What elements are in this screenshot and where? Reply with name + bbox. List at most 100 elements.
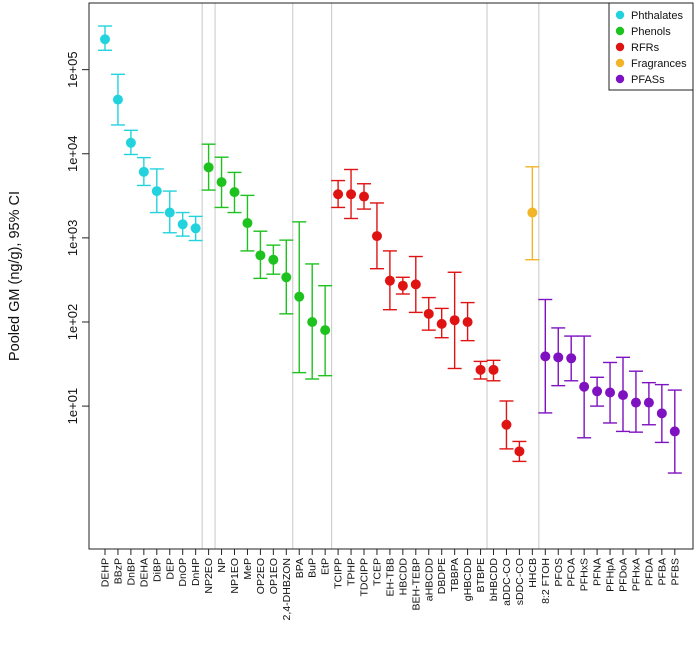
data-points xyxy=(100,34,680,457)
data-point xyxy=(371,231,382,242)
x-tick-label: DEHA xyxy=(138,558,150,587)
data-point xyxy=(164,207,175,218)
x-tick-label: PFDA xyxy=(643,558,655,586)
data-point xyxy=(527,207,538,218)
y-tick-label: 1e+01 xyxy=(65,388,80,425)
data-point xyxy=(540,351,551,362)
x-tick-label: DEP xyxy=(164,558,176,580)
x-tick-label: DBDPE xyxy=(436,558,448,594)
x-tick-label: BPA xyxy=(294,558,306,578)
x-tick-label: OP2EO xyxy=(255,558,267,594)
x-tick-label: 8:2 FTOH xyxy=(540,558,552,604)
x-tick-label: gHBCDD xyxy=(462,558,474,602)
x-tick-label: EH-TBB xyxy=(384,558,396,597)
data-point xyxy=(553,352,564,363)
data-point xyxy=(255,250,266,261)
data-point xyxy=(384,275,395,286)
x-tick-label: DEHP xyxy=(100,558,112,587)
data-point xyxy=(100,34,110,45)
legend-marker xyxy=(615,58,625,68)
legend-label: Phthalates xyxy=(631,10,683,22)
data-point xyxy=(592,386,603,397)
data-point xyxy=(501,419,512,430)
x-tick-label: DiBP xyxy=(151,558,163,582)
data-point xyxy=(643,397,654,408)
x-tick-label: aDDC-CO xyxy=(501,558,513,606)
x-tick-label: BTBPE xyxy=(475,558,487,592)
data-point xyxy=(242,218,253,229)
data-point xyxy=(112,94,123,105)
legend-label: Phenols xyxy=(631,26,671,38)
data-point xyxy=(410,279,421,290)
x-tick-label: NP2EO xyxy=(203,558,215,594)
data-point xyxy=(346,189,357,200)
data-point xyxy=(618,390,628,401)
data-point xyxy=(359,191,369,202)
y-axis-title: Pooled GM (ng/g), 95% CI xyxy=(7,191,23,361)
x-tick-label: DnOP xyxy=(177,558,189,587)
x-tick-label: PFNA xyxy=(592,558,604,586)
data-point xyxy=(268,254,279,265)
data-point xyxy=(125,137,136,148)
x-tick-label: PFBA xyxy=(656,558,668,585)
x-tick-label: sDDC-CO xyxy=(514,558,526,605)
data-point xyxy=(333,189,344,200)
x-tick-label: HBCDD xyxy=(397,558,409,596)
data-point xyxy=(514,446,525,457)
x-axis: DEHP BBzP DnBP DEHA DiBP DEP DnOP DnHP NP2EO NP NP… xyxy=(100,548,681,620)
y-tick-label: 1e+04 xyxy=(65,136,80,173)
legend-marker xyxy=(615,42,625,52)
y-tick-label: 1e+02 xyxy=(65,304,80,341)
x-tick-label: PFHxA xyxy=(630,558,642,591)
legend-marker xyxy=(615,26,625,36)
x-tick-label: PFBS xyxy=(669,558,681,585)
x-tick-label: PFDoA xyxy=(618,558,630,592)
data-point xyxy=(630,397,641,408)
data-point xyxy=(229,187,240,198)
y-tick-label: 1e+03 xyxy=(65,220,80,257)
data-point xyxy=(281,272,292,283)
y-axis: 1e+01 1e+02 1e+03 1e+04 1e+05 xyxy=(65,51,90,425)
legend: Phthalates Phenols RFRs Fragrances PFASs xyxy=(608,2,694,91)
data-point xyxy=(488,364,499,375)
x-tick-label: TBBPA xyxy=(449,558,461,592)
x-tick-label: BBzP xyxy=(112,558,124,584)
legend-marker xyxy=(615,74,625,84)
x-tick-label: PFHpA xyxy=(605,558,617,592)
data-point xyxy=(449,315,460,326)
x-tick-label: DnHP xyxy=(190,558,202,586)
x-tick-label: OP1EO xyxy=(268,558,280,594)
data-point xyxy=(216,177,227,188)
x-tick-label: bHBCDD xyxy=(488,558,500,602)
data-point xyxy=(177,219,188,230)
x-tick-label: PFOS xyxy=(553,558,565,587)
x-tick-label: BuP xyxy=(307,558,319,578)
x-tick-label: MeP xyxy=(242,558,254,580)
x-tick-label: BEH-TEBP xyxy=(410,558,422,611)
data-point xyxy=(656,408,667,419)
data-point xyxy=(462,316,473,327)
data-point xyxy=(151,186,162,197)
data-point xyxy=(190,223,201,234)
legend-label: Fragrances xyxy=(631,58,687,70)
data-point xyxy=(397,280,408,291)
data-point xyxy=(320,325,331,336)
x-tick-label: TCEP xyxy=(371,558,383,586)
legend-label: RFRs xyxy=(631,42,660,54)
x-tick-label: 2,4-DHBZON xyxy=(281,558,293,620)
data-point xyxy=(436,318,447,329)
data-point xyxy=(138,166,149,177)
x-tick-label: EtP xyxy=(320,558,332,575)
data-point xyxy=(475,364,486,375)
data-point xyxy=(605,387,616,398)
error-bars xyxy=(98,25,682,474)
x-tick-label: TDCIPP xyxy=(359,558,371,597)
data-point xyxy=(203,162,214,173)
x-tick-label: PFHxS xyxy=(579,558,591,591)
legend-marker xyxy=(615,10,625,20)
group-separators xyxy=(201,3,540,549)
x-tick-label: NP xyxy=(216,558,228,573)
data-point xyxy=(294,291,305,302)
data-point xyxy=(579,381,590,392)
